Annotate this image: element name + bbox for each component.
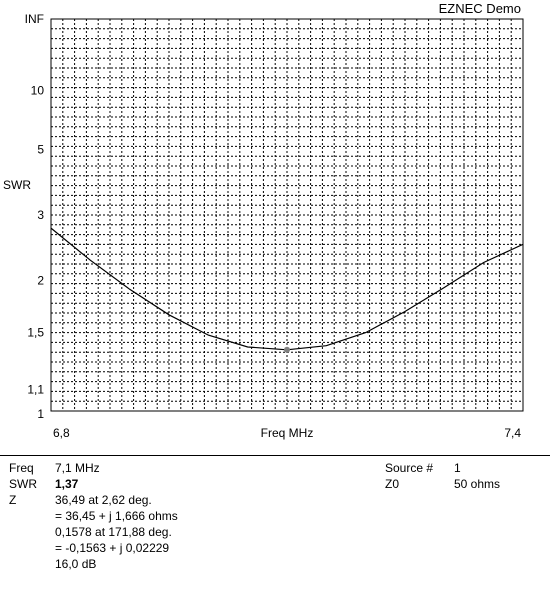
y-tick-label: INF xyxy=(25,12,44,26)
freq-value: 7,1 MHz xyxy=(55,461,100,475)
source-label: Source # xyxy=(385,461,434,475)
swr-value: 1,37 xyxy=(55,477,79,491)
swr-chart: INF 10 5 3 2 1,5 1,1 1 6,8 7,4 SWR Freq MHz xyxy=(3,12,524,440)
source-value: 1 xyxy=(454,461,461,475)
swr-label: SWR xyxy=(9,477,37,491)
series-layer xyxy=(50,227,524,353)
rho-line-rect: = -0,1563 + j 0,02229 xyxy=(55,541,170,555)
app-title: EZNEC Demo xyxy=(438,1,521,16)
y-tick-label: 2 xyxy=(37,273,44,287)
y-tick-labels: INF 10 5 3 2 1,5 1,1 1 xyxy=(25,12,45,421)
y-tick-label: 1,5 xyxy=(27,326,44,340)
x-tick-labels: 6,8 7,4 xyxy=(53,426,521,440)
y-tick-label: 3 xyxy=(37,208,44,222)
plot-frame xyxy=(50,18,524,412)
z-line-polar: 36,49 at 2,62 deg. xyxy=(55,493,152,507)
x-tick-label: 7,4 xyxy=(504,426,521,440)
z0-label: Z0 xyxy=(385,477,400,491)
z0-value: 50 ohms xyxy=(454,477,501,491)
y-axis-label: SWR xyxy=(3,178,31,192)
x-tick-label: 6,8 xyxy=(53,426,70,440)
y-tick-label: 10 xyxy=(31,83,45,97)
frequency-marker[interactable] xyxy=(284,346,290,353)
z-label: Z xyxy=(9,493,17,507)
freq-label: Freq xyxy=(9,461,34,475)
y-tick-label: 5 xyxy=(37,143,44,157)
y-tick-label: 1,1 xyxy=(27,382,44,396)
y-tick-label: 1 xyxy=(37,407,44,421)
chart-grid xyxy=(51,19,523,411)
rho-line-polar: 0,1578 at 171,88 deg. xyxy=(55,525,172,539)
readout-divider xyxy=(0,455,550,456)
x-axis-label: Freq MHz xyxy=(261,426,314,440)
return-loss: 16,0 dB xyxy=(55,557,97,571)
z-line-rect: = 36,45 + j 1,666 ohms xyxy=(55,509,178,523)
